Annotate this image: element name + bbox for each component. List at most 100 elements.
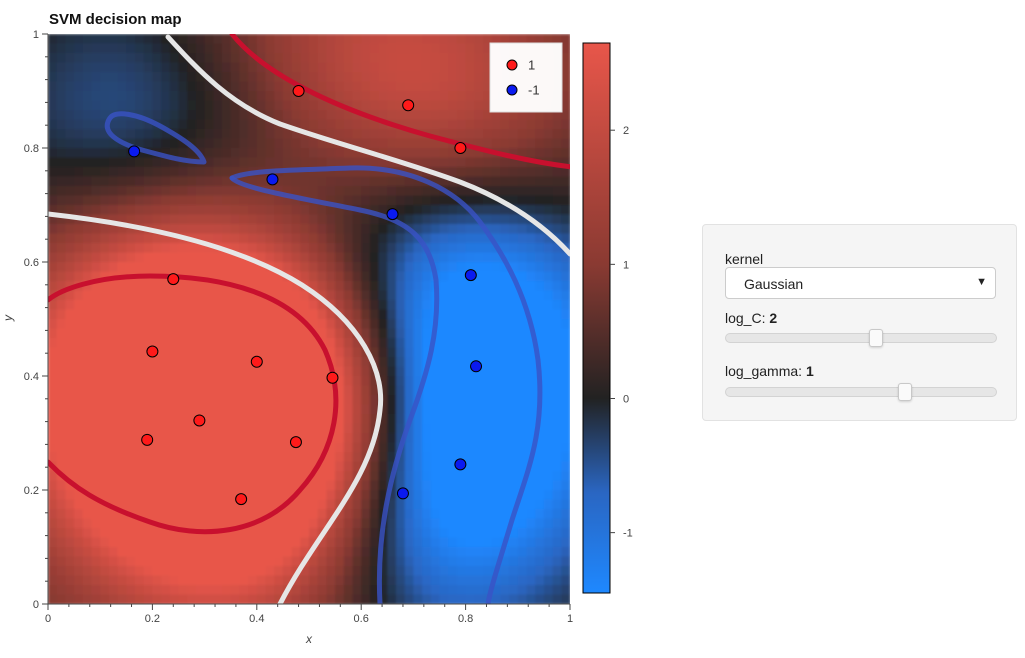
- heatmap-cell: [48, 594, 58, 604]
- heatmap-cell: [65, 224, 75, 235]
- heatmap-cell: [561, 509, 570, 520]
- log-c-slider-handle[interactable]: [869, 329, 884, 347]
- data-point-class-1: [250, 355, 263, 368]
- heatmap-cell: [309, 338, 319, 349]
- heatmap-cell: [343, 148, 354, 159]
- heatmap-cell: [187, 452, 197, 463]
- kernel-select[interactable]: Gaussian ▼: [725, 267, 996, 299]
- heatmap-cell: [483, 138, 493, 149]
- heatmap-cell: [100, 233, 110, 244]
- heatmap-cell: [543, 205, 554, 216]
- heatmap-cell: [343, 243, 354, 254]
- heatmap-cell: [117, 395, 127, 406]
- heatmap-cell: [152, 376, 162, 387]
- heatmap-cell: [248, 281, 258, 292]
- heatmap-cell: [300, 357, 310, 368]
- heatmap-cell: [230, 385, 240, 396]
- heatmap-cell: [509, 243, 519, 254]
- heatmap-cell: [517, 566, 528, 577]
- heatmap-cell: [439, 461, 449, 472]
- heatmap-cell: [65, 100, 75, 111]
- heatmap-cell: [152, 43, 162, 54]
- heatmap-cell: [265, 347, 275, 358]
- heatmap-cell: [552, 594, 562, 604]
- log-gamma-slider-handle[interactable]: [897, 383, 912, 401]
- heatmap-cell: [422, 262, 432, 273]
- heatmap-cell: [239, 224, 249, 235]
- heatmap-cell: [317, 43, 327, 54]
- heatmap-cell: [483, 129, 493, 140]
- heatmap-cell: [82, 81, 93, 92]
- heatmap-cell: [378, 566, 388, 577]
- heatmap-cell: [378, 243, 388, 254]
- heatmap-cell: [204, 518, 214, 529]
- heatmap-cell: [491, 233, 501, 244]
- heatmap-cell: [483, 157, 493, 168]
- heatmap-cell: [74, 537, 84, 548]
- heatmap-cell: [456, 319, 467, 330]
- heatmap-cell: [274, 376, 284, 387]
- heatmap-cell: [413, 471, 423, 482]
- heatmap-cell: [387, 547, 397, 558]
- heatmap-cell: [161, 224, 171, 235]
- heatmap-cell: [187, 300, 197, 311]
- heatmap-cell: [448, 262, 458, 273]
- heatmap-cell: [230, 319, 240, 330]
- heatmap-cell: [369, 100, 380, 111]
- heatmap-cell: [483, 338, 493, 349]
- heatmap-cell: [256, 395, 267, 406]
- heatmap-cell: [483, 43, 493, 54]
- heatmap-cell: [187, 404, 197, 415]
- heatmap-cell: [195, 366, 206, 377]
- heatmap-cell: [500, 319, 510, 330]
- heatmap-cell: [152, 138, 162, 149]
- heatmap-cell: [230, 205, 240, 216]
- heatmap-cell: [126, 233, 136, 244]
- heatmap-cell: [222, 357, 232, 368]
- log-gamma-slider[interactable]: [725, 383, 997, 401]
- heatmap-cell: [343, 309, 354, 320]
- heatmap-cell: [126, 176, 136, 187]
- heatmap-cell: [126, 81, 136, 92]
- heatmap-cell: [326, 452, 336, 463]
- heatmap-cell: [108, 43, 119, 54]
- heatmap-cell: [274, 471, 284, 482]
- heatmap-cell: [552, 566, 562, 577]
- heatmap-cell: [291, 34, 301, 45]
- heatmap-cell: [265, 575, 275, 586]
- heatmap-cell: [404, 167, 414, 178]
- heatmap-cell: [491, 423, 501, 434]
- heatmap-cell: [422, 271, 432, 282]
- heatmap-cell: [222, 129, 232, 140]
- heatmap-cell: [213, 518, 223, 529]
- heatmap-cell: [56, 129, 66, 140]
- heatmap-cell: [361, 186, 371, 197]
- log-c-slider[interactable]: [725, 329, 997, 347]
- heatmap-cell: [65, 53, 75, 64]
- heatmap-cell: [483, 119, 493, 130]
- heatmap-cell: [117, 290, 127, 301]
- heatmap-cell: [117, 385, 127, 396]
- heatmap-cell: [430, 452, 441, 463]
- heatmap-cell: [230, 100, 240, 111]
- heatmap-cell: [135, 471, 145, 482]
- log-gamma-label-text: log_gamma:: [725, 363, 806, 379]
- heatmap-cell: [230, 509, 240, 520]
- heatmap-cell: [82, 414, 93, 425]
- heatmap-cell: [509, 129, 519, 140]
- heatmap-cell: [396, 195, 406, 206]
- heatmap-cell: [152, 243, 162, 254]
- heatmap-cell: [456, 129, 467, 140]
- heatmap-cell: [161, 414, 171, 425]
- heatmap-cell: [291, 138, 301, 149]
- heatmap-cell: [491, 452, 501, 463]
- heatmap-cell: [143, 442, 153, 453]
- heatmap-cell: [369, 290, 380, 301]
- heatmap-cell: [387, 556, 397, 567]
- heatmap-cell: [448, 214, 458, 225]
- heatmap-cell: [335, 43, 345, 54]
- heatmap-cell: [282, 300, 293, 311]
- heatmap-cell: [552, 110, 562, 121]
- heatmap-cell: [491, 594, 501, 604]
- heatmap-cell: [230, 110, 240, 121]
